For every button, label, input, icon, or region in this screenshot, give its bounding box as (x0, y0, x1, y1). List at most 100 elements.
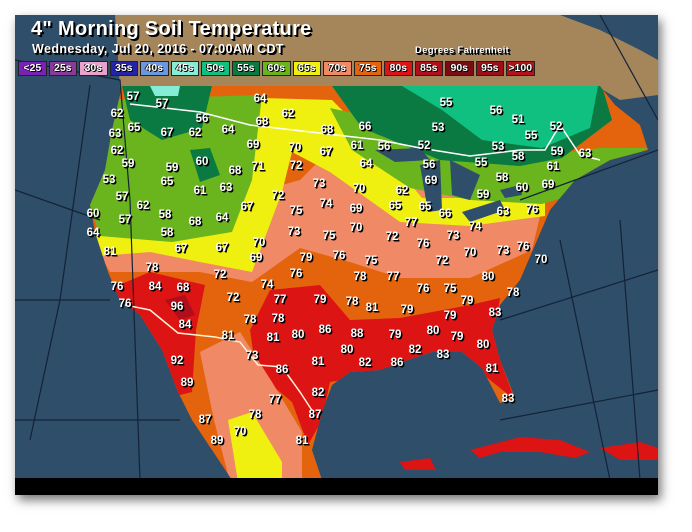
yucatan (400, 458, 436, 470)
station-temperature: 64 (253, 93, 267, 105)
station-temperature: 73 (446, 230, 460, 242)
station-temperature: 59 (550, 146, 564, 158)
station-temperature: 79 (388, 329, 402, 341)
grid-line (619, 219, 641, 481)
station-temperature: 72 (226, 292, 240, 304)
station-temperature: 78 (345, 296, 359, 308)
station-temperature: 77 (273, 294, 287, 306)
station-temperature: 58 (511, 151, 525, 163)
station-temperature: 80 (476, 339, 490, 351)
station-temperature: 81 (365, 302, 379, 314)
map-canvas (15, 15, 658, 481)
legend-item: 25s (48, 61, 77, 76)
station-temperature: 79 (299, 252, 313, 264)
map-bottom-bar (15, 478, 658, 495)
station-temperature: 68 (176, 282, 190, 294)
station-temperature: 56 (195, 113, 209, 125)
legend-item: 65s (292, 61, 321, 76)
station-temperature: 87 (198, 414, 212, 426)
grid-line (599, 15, 658, 121)
station-temperature: 70 (463, 247, 477, 259)
station-temperature: 68 (188, 216, 202, 228)
station-temperature: 63 (219, 182, 233, 194)
station-temperature: 73 (287, 226, 301, 238)
station-temperature: 86 (318, 324, 332, 336)
band-70s-mexico (200, 332, 302, 480)
station-temperature: 67 (319, 146, 333, 158)
grid-line (499, 389, 658, 421)
station-temperature: 72 (271, 190, 285, 202)
station-temperature: 76 (110, 281, 124, 293)
station-temperature: 58 (160, 227, 174, 239)
station-temperature: 70 (252, 237, 266, 249)
station-temperature: 69 (249, 252, 263, 264)
station-temperature: 72 (435, 255, 449, 267)
station-temperature: 79 (460, 295, 474, 307)
grid-line (559, 239, 611, 481)
station-temperature: 63 (108, 128, 122, 140)
legend-item: >100 (506, 61, 535, 76)
legend-item: <25 (18, 61, 47, 76)
great-lake (462, 200, 505, 222)
station-temperature: 79 (400, 304, 414, 316)
station-temperature: 76 (416, 283, 430, 295)
station-temperature: 61 (350, 140, 364, 152)
station-temperature: 87 (308, 409, 322, 421)
station-temperature: 53 (102, 174, 116, 186)
station-temperature: 82 (408, 344, 422, 356)
legend-item: 85s (414, 61, 443, 76)
station-temperature: 56 (489, 105, 503, 117)
station-temperature: 57 (155, 98, 169, 110)
station-temperature: 81 (266, 332, 280, 344)
station-temperature: 65 (160, 176, 174, 188)
station-temperature: 58 (495, 172, 509, 184)
station-temperature: 77 (404, 217, 418, 229)
station-temperature: 51 (511, 114, 525, 126)
station-temperature: 73 (312, 178, 326, 190)
station-temperature: 71 (251, 161, 265, 173)
legend-item: 60s (262, 61, 291, 76)
station-temperature: 70 (233, 426, 247, 438)
grid-line (15, 189, 101, 221)
station-temperature: 53 (491, 141, 505, 153)
station-temperature: 89 (210, 435, 224, 447)
band-65s-mexico (228, 412, 282, 480)
station-temperature: 70 (288, 142, 302, 154)
station-temperature: 70 (534, 254, 548, 266)
hispaniola (600, 442, 658, 460)
station-temperature: 81 (221, 330, 235, 342)
units-label: Degrees Fahrenheit (415, 45, 510, 56)
legend-item: 55s (231, 61, 260, 76)
station-temperature: 62 (281, 108, 295, 120)
great-lake (450, 160, 480, 200)
great-lake (375, 148, 430, 162)
station-temperature: 73 (496, 245, 510, 257)
station-temperature: 62 (136, 200, 150, 212)
station-temperature: 69 (246, 139, 260, 151)
station-temperature: 86 (390, 357, 404, 369)
station-temperature: 84 (178, 319, 192, 331)
station-temperature: 81 (485, 363, 499, 375)
station-temperature: 92 (170, 355, 184, 367)
station-temperature: 58 (158, 209, 172, 221)
station-temperature: 68 (228, 165, 242, 177)
station-temperature: 52 (549, 121, 563, 133)
map-title: 4" Morning Soil Temperature (31, 18, 312, 40)
station-temperature: 96 (170, 301, 184, 313)
station-temperature: 57 (115, 191, 129, 203)
station-temperature: 74 (319, 198, 333, 210)
station-temperature: 68 (320, 124, 334, 136)
station-temperature: 76 (332, 250, 346, 262)
station-temperature: 69 (424, 175, 438, 187)
station-temperature: 83 (488, 307, 502, 319)
station-temperature: 75 (443, 283, 457, 295)
station-temperature: 75 (322, 230, 336, 242)
station-temperature: 62 (188, 127, 202, 139)
station-temperature: 66 (358, 121, 372, 133)
soil-temperature-map: 57 57 64 62 62 65 56 68 68 66 55 56 51 53 55 52 63 67 62 64… (15, 15, 658, 495)
band-80s (250, 285, 515, 445)
legend-item: 70s (323, 61, 352, 76)
station-temperature: 61 (546, 161, 560, 173)
station-temperature: 61 (193, 185, 207, 197)
station-temperature: 70 (352, 183, 366, 195)
